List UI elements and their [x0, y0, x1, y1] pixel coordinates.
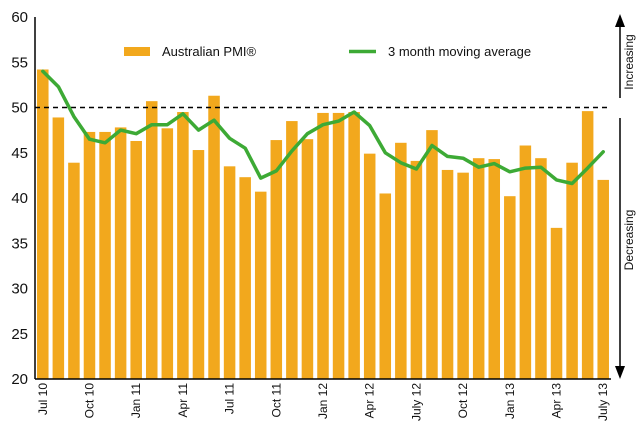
pmi-bar — [472, 158, 485, 379]
x-tick-label: Oct 10 — [83, 383, 97, 419]
pmi-bar — [317, 112, 329, 380]
pmi-bar — [550, 227, 563, 379]
y-tick-label: 50 — [11, 100, 28, 117]
pmi-bar — [254, 191, 267, 379]
axes — [34, 17, 611, 380]
pmi-bar — [161, 128, 174, 379]
pmi-bar — [379, 193, 392, 379]
pmi-bar — [348, 112, 360, 380]
pmi-bar — [301, 139, 314, 379]
y-tick-label: 30 — [11, 281, 28, 298]
y-tick-label: 35 — [11, 235, 28, 252]
pmi-bar — [426, 130, 438, 379]
pmi-bar — [504, 196, 516, 379]
legend-label-moving-average: 3 month moving average — [388, 44, 531, 59]
y-tick-label: 60 — [11, 9, 28, 26]
pmi-bar — [239, 177, 251, 379]
pmi-bar — [270, 140, 283, 379]
x-tick-label: Apr 12 — [363, 383, 377, 419]
x-tick-label: Jan 12 — [316, 383, 330, 419]
x-tick-label: Jul 10 — [36, 383, 50, 415]
pmi-bar — [114, 127, 127, 379]
pmi-bar — [177, 112, 189, 380]
y-tick-label: 55 — [11, 54, 28, 71]
moving-average-line — [41, 69, 605, 186]
legend: Australian PMI® 3 month moving average — [124, 44, 531, 59]
pmi-bar — [441, 169, 454, 379]
x-tick-label: Apr 13 — [550, 383, 564, 419]
decreasing-label: Decreasing — [622, 210, 636, 271]
x-axis-tick-labels: Jul 10 Oct 10 Jan 11 Apr 11 Jul 11 Oct 11 Jan … — [36, 383, 610, 421]
y-tick-label: 20 — [11, 371, 28, 388]
y-tick-label: 40 — [11, 190, 28, 207]
pmi-bar — [99, 131, 111, 379]
x-tick-label: July 12 — [409, 383, 423, 421]
arrow-head-down — [615, 366, 625, 379]
legend-label-pmi: Australian PMI® — [162, 44, 257, 59]
y-axis-tick-labels: 20 25 30 35 40 45 50 55 60 — [11, 9, 28, 388]
pmi-bar — [519, 145, 532, 379]
x-tick-label: Jan 11 — [129, 383, 143, 418]
y-tick-label: 45 — [11, 145, 28, 162]
pmi-bar — [52, 117, 65, 379]
pmi-bar — [145, 101, 158, 379]
pmi-bar — [410, 160, 423, 379]
legend-swatch-pmi — [124, 47, 150, 56]
x-tick-label: Oct 12 — [456, 383, 470, 419]
increasing-label: Increasing — [622, 34, 636, 89]
x-tick-label: Jan 13 — [503, 383, 517, 419]
x-tick-label: Jul 11 — [223, 383, 237, 414]
x-tick-label: Oct 11 — [269, 383, 283, 418]
arrow-head-up — [615, 14, 625, 27]
pmi-bar — [83, 131, 96, 379]
pmi-bar — [395, 142, 407, 379]
pmi-bar — [223, 166, 236, 379]
pmi-bar — [332, 112, 345, 380]
pmi-bar — [208, 95, 220, 380]
y-tick-label: 25 — [11, 326, 28, 343]
pmi-bar — [286, 121, 298, 379]
pmi-bars — [37, 69, 609, 380]
pmi-bar — [192, 150, 205, 379]
pmi-bar — [130, 140, 142, 379]
pmi-bar — [363, 153, 376, 379]
pmi-bar — [457, 172, 469, 379]
x-tick-label: Apr 11 — [176, 383, 190, 418]
pmi-bar — [597, 179, 609, 379]
direction-arrow: Increasing Decreasing — [615, 14, 636, 379]
pmi-bar — [488, 159, 501, 379]
pmi-bar — [37, 69, 49, 380]
pmi-bar — [68, 162, 80, 379]
pmi-bar — [581, 111, 594, 380]
x-tick-label: July 13 — [596, 383, 610, 421]
pmi-bar — [566, 162, 578, 379]
pmi-bar — [535, 158, 547, 379]
